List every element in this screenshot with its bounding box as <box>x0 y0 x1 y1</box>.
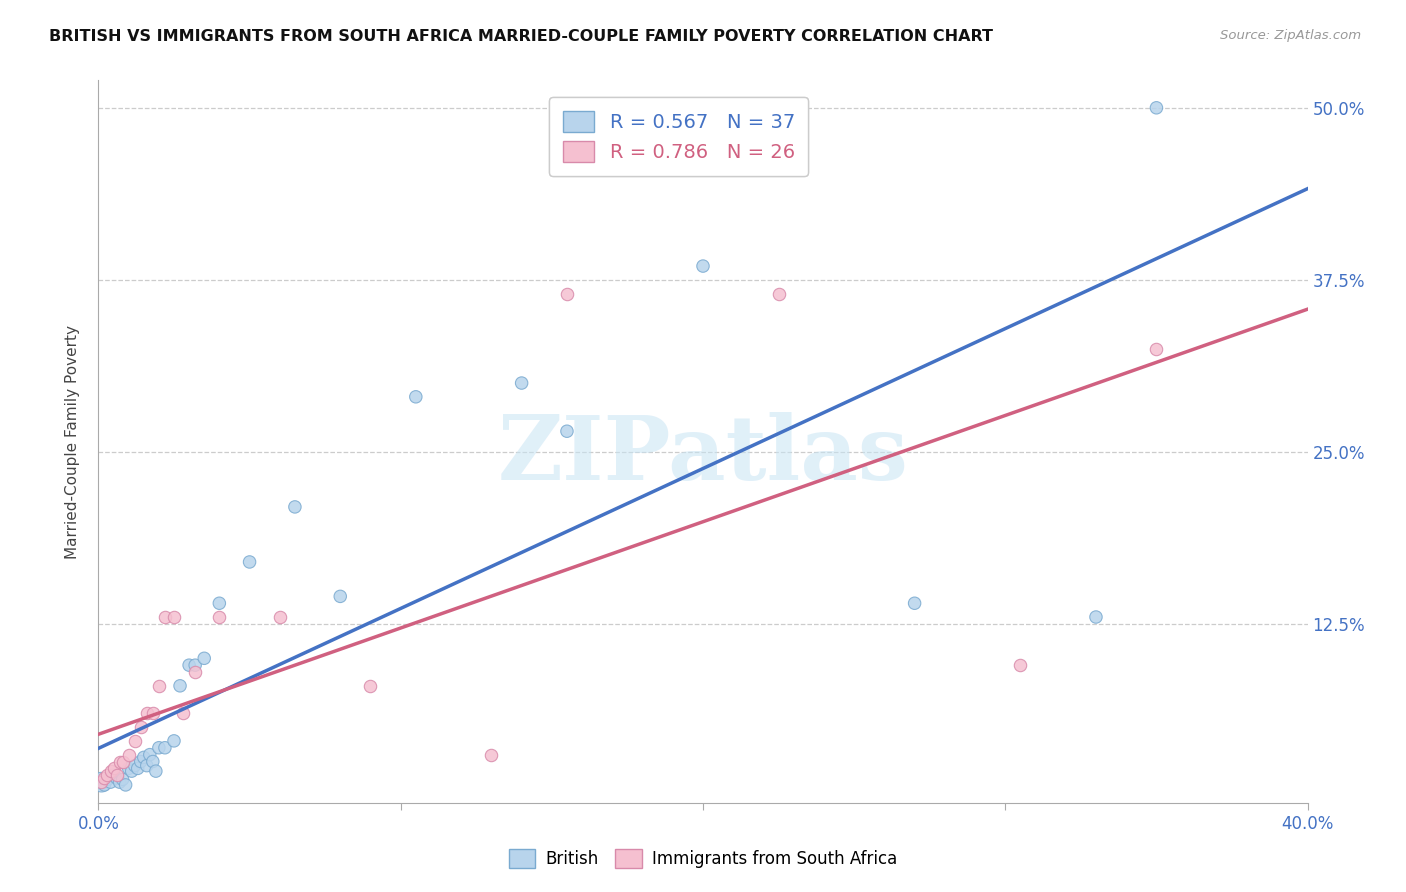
Point <box>360 679 382 693</box>
Point <box>208 596 231 610</box>
Point <box>179 658 201 673</box>
Point <box>111 772 134 787</box>
Point <box>90 775 112 789</box>
Point <box>132 750 155 764</box>
Point <box>96 772 118 787</box>
Point <box>105 771 128 785</box>
Point <box>193 651 215 665</box>
Point <box>208 610 231 624</box>
Point <box>129 755 152 769</box>
Point <box>114 778 136 792</box>
Point <box>103 768 125 782</box>
Point <box>555 286 578 301</box>
Point <box>111 755 134 769</box>
Point <box>239 555 262 569</box>
Text: BRITISH VS IMMIGRANTS FROM SOUTH AFRICA MARRIED-COUPLE FAMILY POVERTY CORRELATIO: BRITISH VS IMMIGRANTS FROM SOUTH AFRICA … <box>49 29 993 44</box>
Point <box>555 424 578 438</box>
Point <box>103 761 125 775</box>
Point <box>90 775 112 789</box>
Point <box>105 768 128 782</box>
Point <box>153 610 176 624</box>
Point <box>1010 658 1032 673</box>
Point <box>142 755 165 769</box>
Point <box>148 679 170 693</box>
Point <box>163 734 186 748</box>
Point <box>1144 101 1167 115</box>
Point <box>93 771 115 785</box>
Point <box>269 610 291 624</box>
Point <box>124 758 146 772</box>
Point <box>127 761 149 775</box>
Point <box>481 747 503 762</box>
Point <box>121 764 143 779</box>
Point <box>1085 610 1108 624</box>
Point <box>329 590 352 604</box>
Point <box>172 706 194 721</box>
Point <box>184 658 207 673</box>
Point <box>405 390 427 404</box>
Point <box>284 500 307 514</box>
Point <box>184 665 207 679</box>
Point <box>135 706 157 721</box>
Point <box>100 764 122 779</box>
Point <box>692 259 714 273</box>
Point <box>768 286 790 301</box>
Point <box>108 755 131 769</box>
Point <box>169 679 191 693</box>
Point <box>100 775 122 789</box>
Point <box>108 775 131 789</box>
Point <box>93 778 115 792</box>
Point <box>148 740 170 755</box>
Text: Source: ZipAtlas.com: Source: ZipAtlas.com <box>1220 29 1361 42</box>
Point <box>96 768 118 782</box>
Point <box>153 740 176 755</box>
Point <box>124 734 146 748</box>
Point <box>129 720 152 734</box>
Point <box>142 706 165 721</box>
Point <box>118 747 141 762</box>
Legend: R = 0.567   N = 37, R = 0.786   N = 26: R = 0.567 N = 37, R = 0.786 N = 26 <box>550 97 808 176</box>
Point <box>1144 342 1167 356</box>
Point <box>904 596 927 610</box>
Legend: British, Immigrants from South Africa: British, Immigrants from South Africa <box>502 843 904 875</box>
Point <box>145 764 167 779</box>
Text: ZIPatlas: ZIPatlas <box>498 412 908 500</box>
Point <box>118 761 141 775</box>
Point <box>139 747 162 762</box>
Y-axis label: Married-Couple Family Poverty: Married-Couple Family Poverty <box>65 325 80 558</box>
Point <box>135 758 157 772</box>
Point <box>163 610 186 624</box>
Point <box>510 376 533 390</box>
